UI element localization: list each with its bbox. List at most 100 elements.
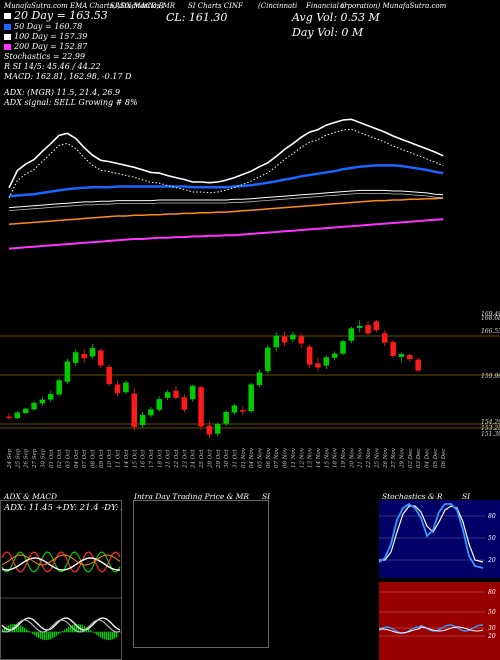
date-label: 04 Nov	[249, 447, 255, 468]
date-label: 18 Nov	[333, 447, 339, 468]
candle-body	[131, 393, 137, 427]
date-label: 02 Oct	[57, 449, 63, 468]
candle-body	[365, 325, 371, 334]
candle-body	[31, 402, 37, 410]
ema-legend: 20 Day = 163.53 50 Day = 160.78 100 Day …	[4, 10, 138, 108]
date-label: 30 Oct	[224, 449, 230, 468]
candle-body	[98, 350, 104, 366]
candle-body	[290, 334, 296, 340]
macd-histogram-bar	[66, 628, 68, 632]
candle-body	[89, 348, 96, 357]
date-label: 28 Oct	[207, 449, 213, 469]
date-label: 23 Oct	[182, 449, 188, 469]
rsi-axis-label: 50	[488, 609, 496, 616]
ema200-line	[8, 218, 444, 250]
date-label: 27 Nov	[391, 447, 397, 469]
candle-body	[114, 384, 121, 394]
candle-body	[206, 425, 213, 435]
date-label: 03 Oct	[65, 449, 71, 468]
adx-panel-title: ADX & MACD	[4, 492, 58, 501]
price-label: 151.39	[481, 431, 500, 438]
candlesticks	[6, 319, 421, 439]
adx-orange-line	[1, 554, 121, 566]
macd-histogram-bar	[20, 625, 22, 632]
candle-body	[73, 352, 79, 363]
macd-histogram-bar	[100, 632, 102, 638]
rsi-lines	[379, 624, 484, 634]
candle-body	[173, 390, 179, 398]
date-label: 21 Nov	[358, 447, 364, 469]
date-label: 04 Dec	[425, 449, 431, 469]
candle-body	[198, 387, 204, 427]
candle-body	[231, 405, 238, 413]
macd-histogram-bar	[24, 627, 26, 632]
ema-lines	[8, 118, 444, 250]
macd-histogram-bar	[104, 632, 106, 640]
macd-histogram-bar	[42, 632, 44, 640]
ema100-swatch	[4, 34, 11, 40]
candle-body	[340, 341, 346, 354]
macd-histogram-bar	[116, 632, 118, 638]
stoch-d-line	[379, 505, 484, 563]
stoch-k-line	[379, 502, 484, 569]
ema100-line	[8, 189, 444, 209]
candle-body	[348, 328, 355, 341]
macd-histogram-bar	[96, 632, 98, 635]
date-label: 08 Oct	[91, 449, 97, 468]
macd-histogram-bar	[114, 632, 116, 639]
candle-body	[215, 423, 221, 434]
macd-histogram-bar	[74, 624, 76, 632]
stoch-axis-label: 80	[488, 513, 496, 520]
macd-histogram-bar	[102, 632, 104, 639]
rsi-axis-label: 30	[488, 625, 496, 632]
minus-di-line	[1, 551, 121, 573]
header-right-a: (Cincinnati	[258, 2, 298, 10]
date-label: 21 Oct	[166, 449, 172, 469]
macd-histogram-bar	[44, 632, 46, 640]
date-label: 06 Dec	[441, 449, 447, 469]
rsi-axis-label: 80	[488, 589, 496, 596]
macd-histogram-bar	[34, 632, 36, 636]
date-label: 01 Nov	[241, 447, 247, 468]
macd-histogram-bar	[60, 632, 62, 633]
rsi-value: R SI 14/5: 45.46 / 44.22	[4, 62, 101, 71]
date-label: 22 Nov	[366, 447, 372, 469]
ema150-line	[8, 197, 444, 226]
date-label: 08 Nov	[283, 447, 289, 468]
candle-body	[256, 372, 263, 385]
header-right-b: Financial C	[306, 2, 347, 10]
macd-histogram-bar	[56, 632, 58, 636]
stochastics-value: Stochastics = 22.99	[4, 52, 86, 61]
macd-signal-line	[1, 619, 121, 633]
macd-histogram-bar	[88, 628, 90, 632]
candle-body	[56, 380, 62, 395]
macd-histogram-bar	[84, 626, 86, 632]
candle-body	[123, 382, 129, 393]
candle-body	[248, 384, 254, 412]
candle-body	[223, 412, 229, 424]
rsi-axis-label: 20	[487, 633, 496, 640]
candle-body	[323, 357, 330, 366]
date-label: 09 Oct	[99, 449, 105, 468]
candle-body	[382, 333, 388, 343]
date-label: 14 Nov	[316, 447, 322, 468]
macd-histogram-bar	[46, 632, 48, 640]
ema50-line	[8, 164, 444, 198]
ema200-swatch	[4, 44, 11, 50]
price-label: 169.49	[481, 311, 500, 318]
macd-histogram-bar	[22, 626, 24, 632]
price-label: 153.29	[481, 425, 500, 432]
macd-histogram-bar	[110, 632, 112, 640]
candle-body	[315, 363, 321, 368]
macd-histogram-bar	[38, 632, 40, 639]
date-label: 24 Oct	[191, 449, 197, 469]
macd-histogram-bar	[82, 625, 84, 632]
candle-body	[240, 410, 246, 412]
stoch-axis-label: 20	[487, 557, 496, 564]
header-center-left: SI,Stochastics,MR	[110, 2, 176, 10]
macd-histogram-bar	[64, 629, 66, 632]
macd-histogram-bar	[76, 624, 78, 632]
price-levels	[0, 335, 500, 429]
stoch-panel-title: Stochastics & R	[382, 492, 443, 501]
